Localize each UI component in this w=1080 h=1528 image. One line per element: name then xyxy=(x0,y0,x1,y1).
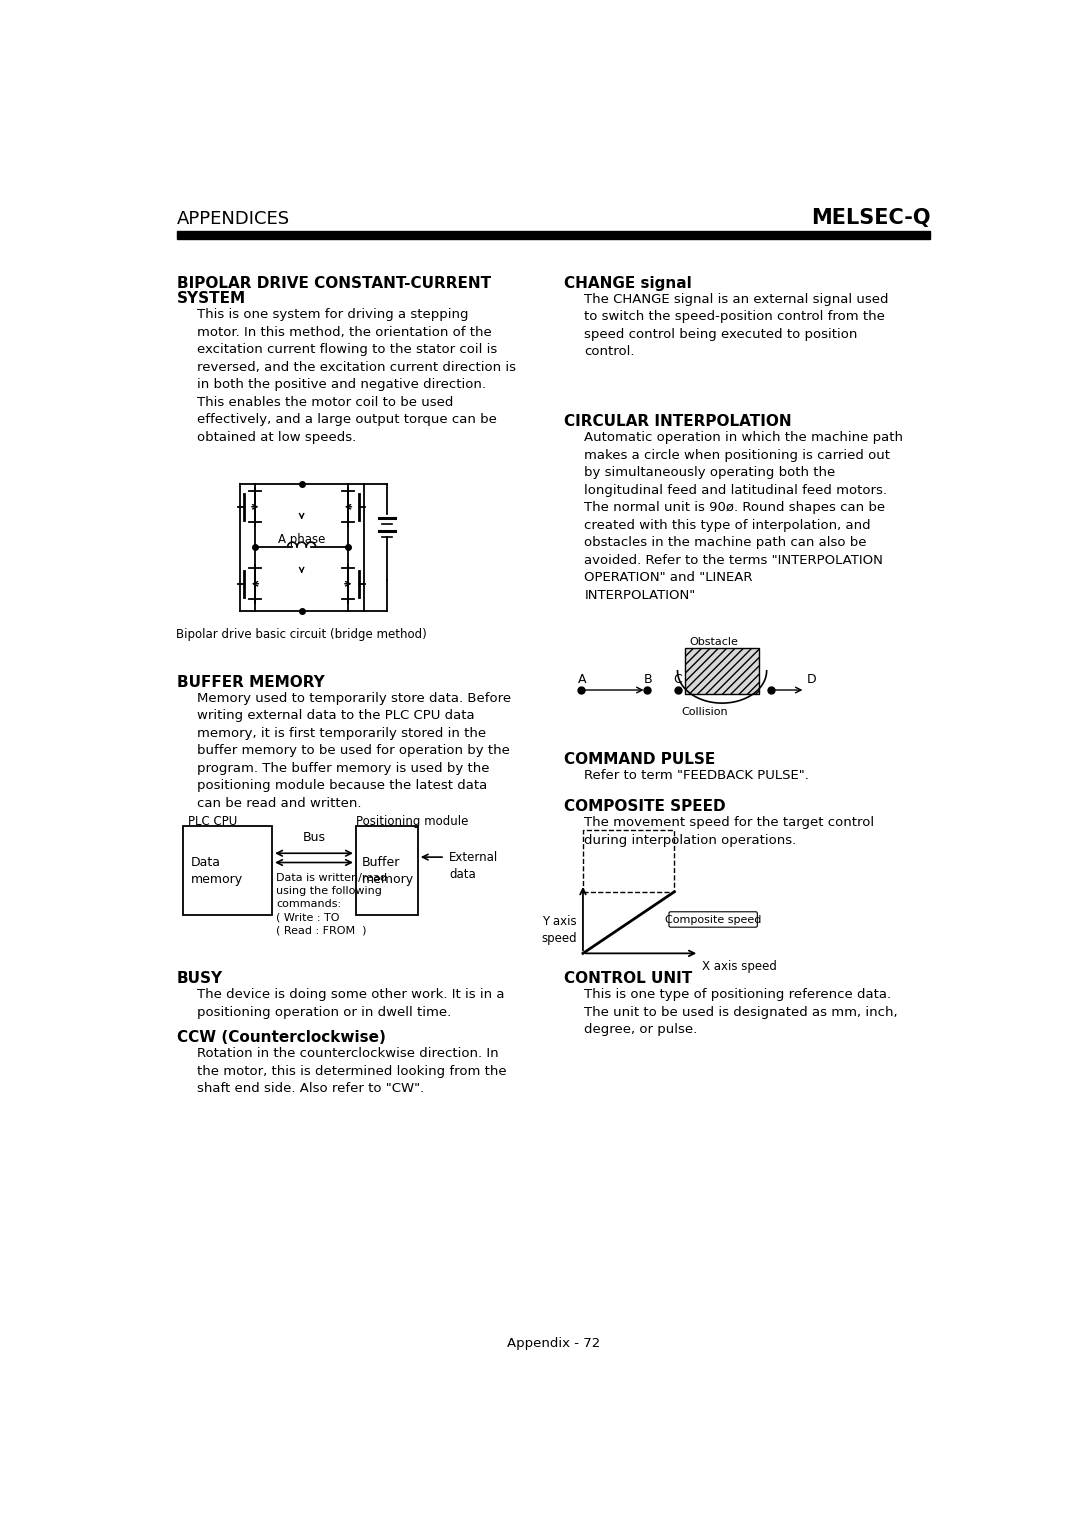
Text: Bus: Bus xyxy=(302,831,325,843)
Text: B: B xyxy=(644,672,652,686)
Bar xyxy=(356,827,418,915)
Text: Rotation in the counterclockwise direction. In
the motor, this is determined loo: Rotation in the counterclockwise directi… xyxy=(197,1047,507,1096)
Text: Data
memory: Data memory xyxy=(191,856,243,886)
Text: Positioning module: Positioning module xyxy=(356,814,469,828)
Text: C: C xyxy=(674,672,683,686)
Text: CHANGE signal: CHANGE signal xyxy=(565,275,692,290)
Text: SYSTEM: SYSTEM xyxy=(177,292,246,306)
Text: BUSY: BUSY xyxy=(177,972,222,986)
Text: CONTROL UNIT: CONTROL UNIT xyxy=(565,972,692,986)
Bar xyxy=(685,648,759,694)
Text: A phase: A phase xyxy=(279,533,326,545)
Text: The CHANGE signal is an external signal used
to switch the speed-position contro: The CHANGE signal is an external signal … xyxy=(584,293,889,358)
Text: D: D xyxy=(807,672,816,686)
Text: Automatic operation in which the machine path
makes a circle when positioning is: Automatic operation in which the machine… xyxy=(584,431,904,602)
Text: A: A xyxy=(578,672,586,686)
Text: Obstacle: Obstacle xyxy=(689,637,738,646)
Bar xyxy=(183,827,272,915)
Text: This is one type of positioning reference data.
The unit to be used is designate: This is one type of positioning referenc… xyxy=(584,989,899,1036)
Text: Bipolar drive basic circuit (bridge method): Bipolar drive basic circuit (bridge meth… xyxy=(176,628,427,640)
Text: CCW (Counterclockwise): CCW (Counterclockwise) xyxy=(177,1030,386,1045)
Text: PLC CPU: PLC CPU xyxy=(188,814,237,828)
Text: Appendix - 72: Appendix - 72 xyxy=(507,1337,600,1349)
Bar xyxy=(177,231,930,238)
Text: BIPOLAR DRIVE CONSTANT-CURRENT: BIPOLAR DRIVE CONSTANT-CURRENT xyxy=(177,275,491,290)
Text: BUFFER MEMORY: BUFFER MEMORY xyxy=(177,675,325,689)
Text: CIRCULAR INTERPOLATION: CIRCULAR INTERPOLATION xyxy=(565,414,792,429)
Text: Memory used to temporarily store data. Before
writing external data to the PLC C: Memory used to temporarily store data. B… xyxy=(197,692,511,810)
Bar xyxy=(583,830,674,892)
Text: Refer to term "FEEDBACK PULSE".: Refer to term "FEEDBACK PULSE". xyxy=(584,769,809,781)
Text: This is one system for driving a stepping
motor. In this method, the orientation: This is one system for driving a steppin… xyxy=(197,309,516,443)
Text: X axis speed: X axis speed xyxy=(702,960,777,972)
Text: Composite speed: Composite speed xyxy=(665,915,761,924)
Text: The movement speed for the target control
during interpolation operations.: The movement speed for the target contro… xyxy=(584,816,875,847)
Text: Collision: Collision xyxy=(681,707,728,717)
FancyBboxPatch shape xyxy=(669,912,757,927)
Text: Data is written/read
using the following
commands:
( Write : TO
( Read : FROM  ): Data is written/read using the following… xyxy=(276,872,387,935)
Text: Buffer
memory: Buffer memory xyxy=(362,856,415,886)
Text: Y axis
speed: Y axis speed xyxy=(541,915,577,944)
Text: External
data: External data xyxy=(449,851,498,882)
Text: COMPOSITE SPEED: COMPOSITE SPEED xyxy=(565,799,726,814)
Text: APPENDICES: APPENDICES xyxy=(177,209,289,228)
Text: COMMAND PULSE: COMMAND PULSE xyxy=(565,752,716,767)
Text: MELSEC-Q: MELSEC-Q xyxy=(811,208,930,228)
Text: The device is doing some other work. It is in a
positioning operation or in dwel: The device is doing some other work. It … xyxy=(197,989,504,1019)
